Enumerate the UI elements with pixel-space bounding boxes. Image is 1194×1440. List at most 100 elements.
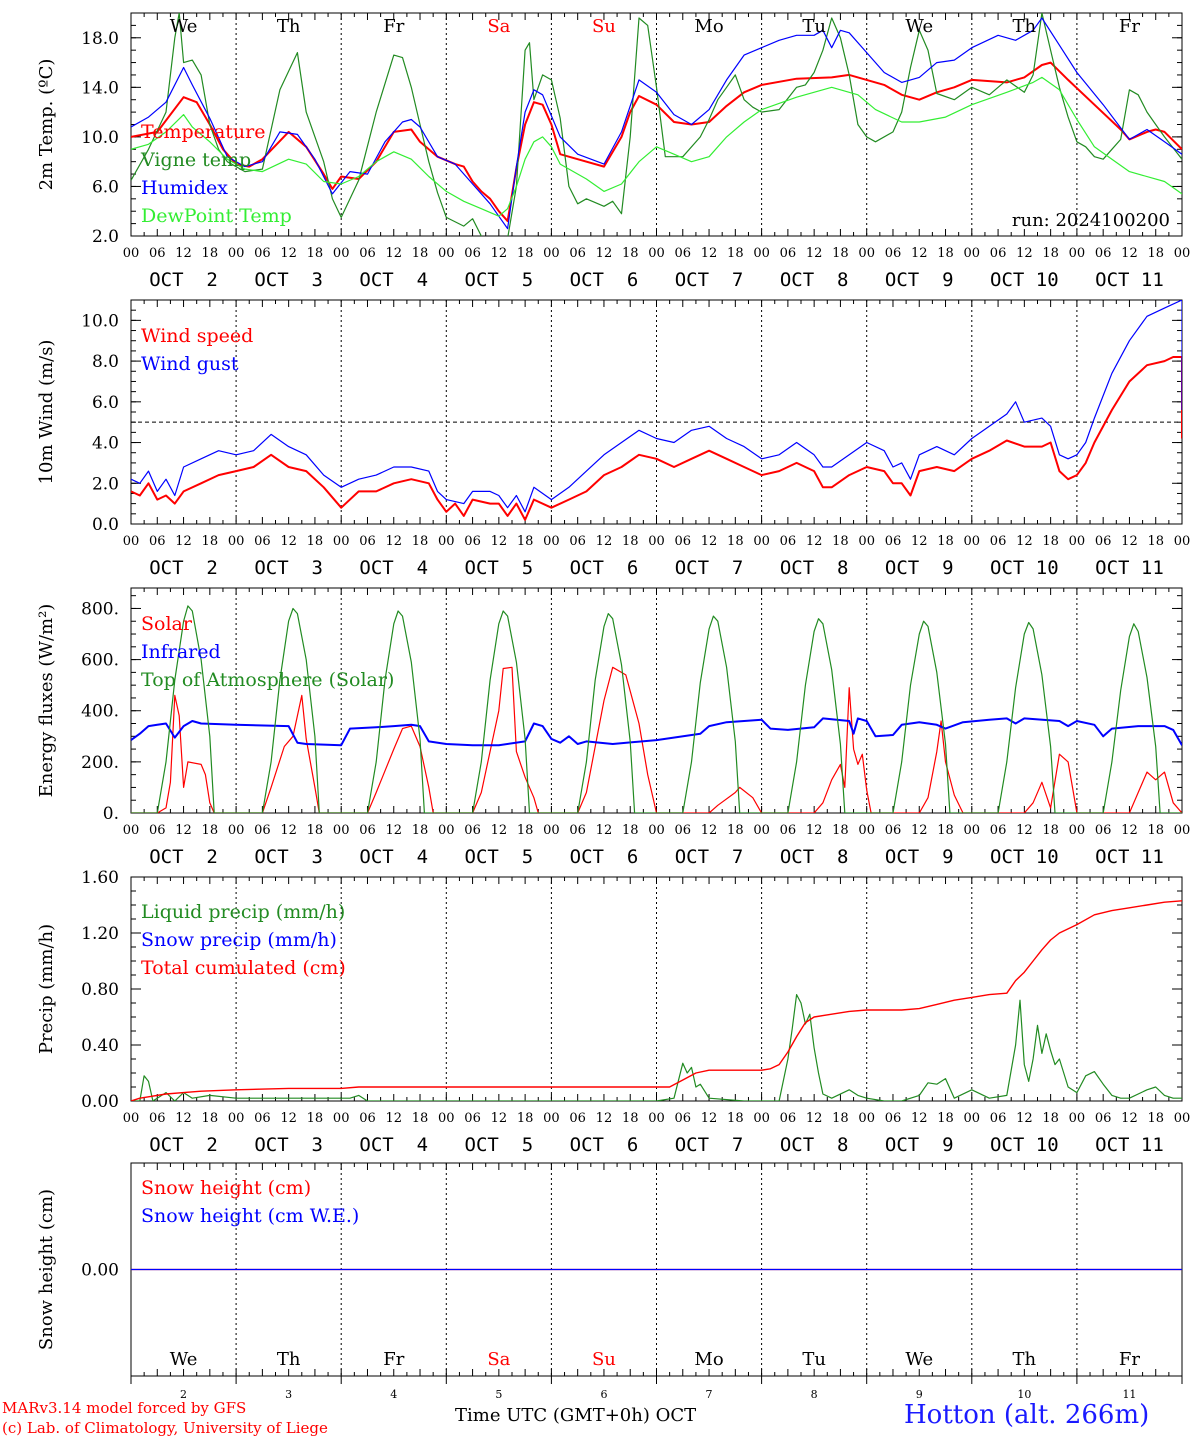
- date-label: OCT 8: [780, 846, 849, 868]
- date-label: OCT 7: [675, 557, 744, 579]
- hour-label: 18: [832, 246, 849, 261]
- hour-label: 12: [701, 534, 718, 549]
- hour-label: 12: [1121, 1111, 1138, 1126]
- y-tick-label: 0.40: [81, 1036, 119, 1056]
- hour-label: 00: [964, 823, 981, 838]
- date-label: OCT 6: [570, 846, 639, 868]
- date-label: OCT 5: [465, 269, 534, 291]
- hour-label: 12: [1016, 534, 1033, 549]
- hour-label: 18: [307, 246, 324, 261]
- y-tick-label: 1.20: [81, 924, 119, 944]
- legend-entry: Snow precip (mm/h): [141, 929, 337, 951]
- series-line-total-cumulated-cm-: [131, 900, 1182, 1101]
- date-label: OCT 2: [149, 557, 218, 579]
- date-label: OCT 5: [465, 1134, 534, 1156]
- hour-label: 18: [517, 1111, 534, 1126]
- weekday-label: Su: [592, 16, 616, 37]
- date-label: OCT 3: [254, 557, 323, 579]
- hour-label: 12: [385, 534, 402, 549]
- hour-label: 06: [359, 534, 376, 549]
- weekday-label: Sa: [487, 16, 510, 37]
- hour-label: 06: [464, 1111, 481, 1126]
- hour-label: 12: [1121, 823, 1138, 838]
- y-tick-label: 0.0: [92, 515, 119, 535]
- legend-entry: Wind gust: [141, 353, 239, 375]
- hour-label: 12: [491, 246, 508, 261]
- hour-label: 12: [806, 246, 823, 261]
- date-label: OCT 5: [465, 846, 534, 868]
- date-label: OCT 10: [990, 846, 1059, 868]
- date-label: OCT 10: [990, 269, 1059, 291]
- hour-label: 12: [491, 823, 508, 838]
- station-name: Hotton (alt. 266m): [904, 1400, 1150, 1430]
- y-tick-label: 10.0: [81, 128, 119, 148]
- hour-label: 06: [464, 823, 481, 838]
- hour-label: 06: [675, 823, 692, 838]
- hour-label: 06: [885, 246, 902, 261]
- series-line-liquid-precip-mm-h-: [131, 994, 1182, 1101]
- hour-label: 00: [753, 823, 770, 838]
- date-label: OCT 3: [254, 1134, 323, 1156]
- hour-label: 06: [780, 823, 797, 838]
- date-label: OCT 11: [1095, 557, 1164, 579]
- date-label: OCT 2: [149, 1134, 218, 1156]
- weekday-label: We: [170, 1349, 198, 1370]
- hour-label: 18: [202, 1111, 219, 1126]
- hour-label: 12: [491, 534, 508, 549]
- weekday-label: Th: [277, 16, 301, 37]
- hour-label: 12: [701, 823, 718, 838]
- meteogram: 2.0 6.0 10.0 14.0 18.0 2m Temp. (ºC) Temperatu…: [36, 12, 1190, 1398]
- hour-label: 00: [228, 246, 245, 261]
- y-axis-label: 2m Temp. (ºC): [36, 59, 57, 191]
- legend-entry: Temperature: [141, 121, 265, 143]
- y-tick-label: 2.0: [92, 227, 119, 247]
- hour-label: 18: [622, 1111, 639, 1126]
- hour-label: 18: [727, 1111, 744, 1126]
- hour-label: 06: [990, 1111, 1007, 1126]
- hour-label: 06: [254, 246, 271, 261]
- run-annotation: run: 2024100200: [1012, 210, 1170, 231]
- weekday-label: Th: [277, 1349, 301, 1370]
- hour-label: 06: [1095, 534, 1112, 549]
- hour-label: 18: [1147, 823, 1164, 838]
- hour-label: 18: [307, 823, 324, 838]
- hour-label: 06: [359, 823, 376, 838]
- y-tick-label: 2.0: [92, 474, 119, 494]
- hour-label: 18: [832, 823, 849, 838]
- y-axis-label: 10m Wind (m/s): [36, 340, 57, 485]
- y-tick-label: 1.60: [81, 868, 119, 888]
- hour-label: 00: [123, 1111, 140, 1126]
- hour-label: 18: [202, 534, 219, 549]
- hour-label: 00: [228, 823, 245, 838]
- hour-label: 00: [964, 1111, 981, 1126]
- legend-entry: Vigne temp: [140, 149, 251, 171]
- y-tick-label: 6.0: [92, 177, 119, 197]
- day-number: 2: [180, 1388, 187, 1398]
- weekday-label: Th: [1013, 1349, 1037, 1370]
- date-label: OCT 6: [570, 269, 639, 291]
- series-line-wind-gust: [131, 300, 1182, 513]
- hour-label: 06: [254, 823, 271, 838]
- hour-label: 18: [832, 1111, 849, 1126]
- weekday-label: Tu: [802, 1349, 826, 1370]
- hour-label: 06: [675, 246, 692, 261]
- series-line-wind-speed: [131, 356, 1182, 521]
- date-label: OCT 9: [885, 846, 954, 868]
- hour-label: 00: [648, 1111, 665, 1126]
- hour-label: 00: [964, 246, 981, 261]
- hour-label: 12: [596, 246, 613, 261]
- hour-label: 18: [202, 246, 219, 261]
- hour-label: 06: [569, 823, 586, 838]
- hour-label: 06: [359, 1111, 376, 1126]
- hour-label: 18: [412, 823, 429, 838]
- hour-label: 18: [1042, 1111, 1059, 1126]
- date-label: OCT 8: [780, 269, 849, 291]
- hour-label: 06: [569, 534, 586, 549]
- legend-entry: Wind speed: [141, 325, 253, 347]
- hour-label: 12: [1121, 534, 1138, 549]
- date-label: OCT 3: [254, 846, 323, 868]
- hour-label: 00: [1069, 534, 1086, 549]
- y-axis-label: Energy fluxes (W/m²): [36, 604, 57, 798]
- hour-label: 06: [780, 1111, 797, 1126]
- hour-label: 18: [937, 823, 954, 838]
